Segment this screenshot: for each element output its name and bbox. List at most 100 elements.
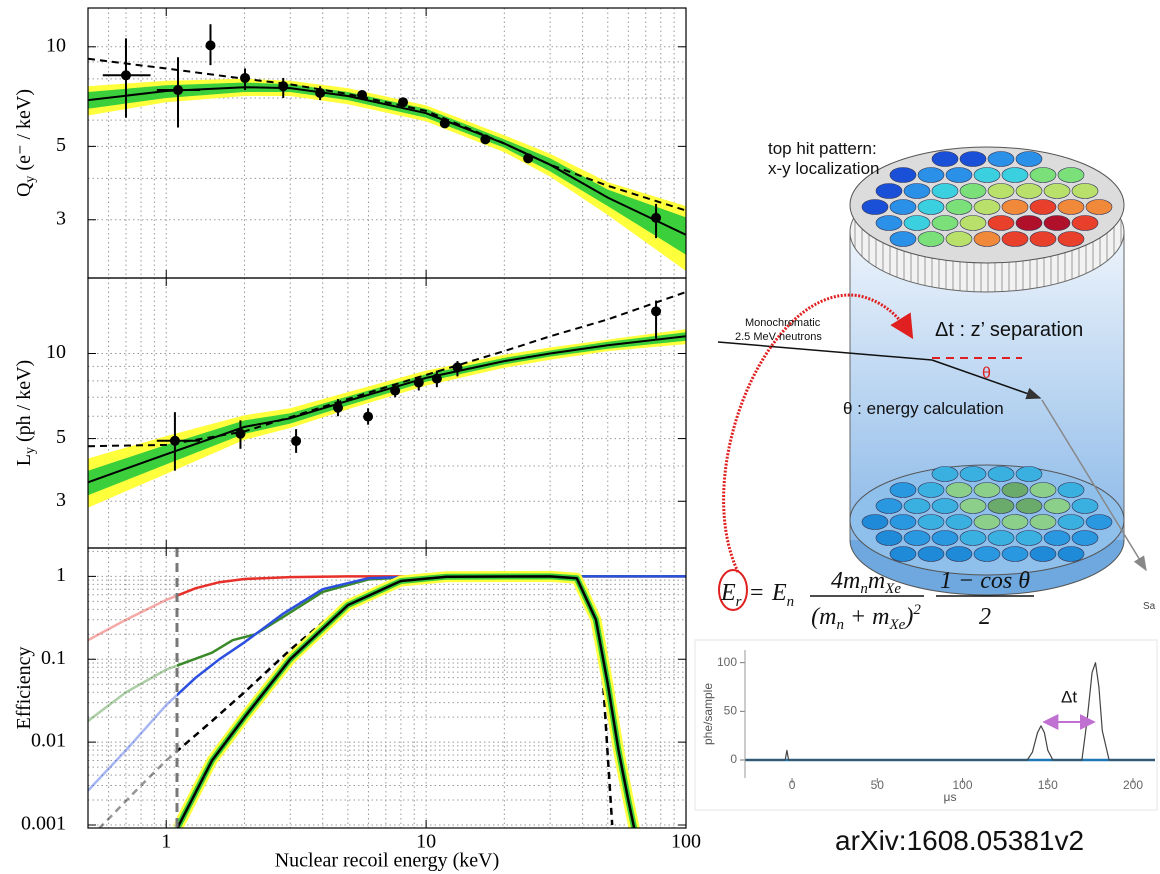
pmt <box>917 482 945 498</box>
pmt <box>1015 466 1043 482</box>
pmt <box>987 530 1015 546</box>
pmt <box>1085 514 1113 530</box>
series-group <box>88 570 686 828</box>
exit-track <box>1041 399 1147 572</box>
footer: arXiv:1608.05381v2 <box>835 825 1084 856</box>
pmt <box>931 530 959 546</box>
y-axis-label: Qy (e⁻ / keV) <box>13 89 39 197</box>
y-tick-label: 0 <box>730 752 737 766</box>
x-tick-label: 100 <box>671 831 701 853</box>
pmt <box>889 482 917 498</box>
plot-frame <box>87 7 687 279</box>
x-tick-label: 10 <box>416 831 436 853</box>
data-point <box>173 85 184 96</box>
pmt <box>1071 530 1099 546</box>
data-point <box>439 118 450 129</box>
pmt <box>1029 482 1057 498</box>
x-tick-label: 150 <box>1038 778 1058 792</box>
pmt <box>1029 514 1057 530</box>
data-point <box>240 72 251 83</box>
highlight-ring <box>718 569 748 611</box>
pmt <box>1057 482 1085 498</box>
pmt <box>973 482 1001 498</box>
pmt <box>889 167 917 183</box>
annotation-label: Δt <box>1061 687 1077 706</box>
x-tick-label: 1 <box>161 831 171 853</box>
data-point <box>315 87 326 98</box>
data-point <box>363 411 374 422</box>
plot-frame <box>87 277 687 549</box>
top-pmts <box>861 151 1113 247</box>
x-tick-label: 200 <box>1123 778 1143 792</box>
pmt <box>1015 183 1043 199</box>
pmt <box>987 466 1015 482</box>
y-tick-label: 0.01 <box>31 730 66 752</box>
pmt <box>875 530 903 546</box>
pmt <box>1043 183 1071 199</box>
bottom-pmts <box>861 466 1113 562</box>
pmt <box>861 199 889 215</box>
band <box>88 332 686 496</box>
pmt <box>1029 167 1057 183</box>
pmt <box>1001 482 1029 498</box>
sub: Xe <box>889 617 906 633</box>
hit-subtitle: x-y localization <box>768 159 880 178</box>
label-sub: y <box>23 447 38 454</box>
sub: r <box>736 594 742 610</box>
pmt <box>931 466 959 482</box>
x-axis-label: μs <box>944 790 957 804</box>
sup: 2 <box>913 602 921 618</box>
pmt <box>1057 199 1085 215</box>
label-sub: y <box>23 176 38 183</box>
hit-title: top hit pattern: <box>768 139 877 158</box>
pmt <box>1029 199 1057 215</box>
label-part: (ph / keV) <box>13 360 35 447</box>
plot-frame <box>87 547 687 829</box>
beam-label: 2.5 MeV neutrons <box>735 331 822 343</box>
label-part: (e⁻ / keV) <box>13 89 35 176</box>
data-point <box>431 373 442 384</box>
pmt <box>1029 546 1057 562</box>
pmt <box>987 151 1015 167</box>
pmt <box>917 199 945 215</box>
x-tick-label: 0 <box>789 778 796 792</box>
data-point <box>120 70 131 81</box>
y-tick-label: 3 <box>56 489 66 511</box>
y-tick-label: 100 <box>717 655 737 669</box>
data-point <box>480 134 491 145</box>
theta-label: θ : energy calculation <box>843 399 1004 418</box>
pmt <box>973 514 1001 530</box>
pmt <box>945 231 973 247</box>
pmt <box>973 231 1001 247</box>
formula-eq: = <box>750 580 764 606</box>
pmt <box>931 151 959 167</box>
y-tick-label: 10 <box>46 34 66 56</box>
pmt <box>945 482 973 498</box>
pmt <box>917 514 945 530</box>
chart: 0 50 100 0 50 100 150 200 phe/sample μs Δt <box>701 650 1155 804</box>
pmt <box>959 498 987 514</box>
pmt <box>1043 530 1071 546</box>
curve <box>88 57 686 212</box>
y-axis-label: phe/sample <box>701 683 715 745</box>
y-axis-label: Efficiency <box>13 647 35 730</box>
pmt <box>1085 199 1113 215</box>
y-tick-label: 5 <box>56 426 66 448</box>
pmt <box>889 231 917 247</box>
data-point <box>398 97 409 108</box>
y-tick-label: 0.001 <box>21 813 66 835</box>
pmt <box>931 215 959 231</box>
y-tick-label: 1 <box>56 564 66 586</box>
data-point <box>291 436 302 447</box>
sym: E <box>771 580 787 606</box>
pmt <box>945 514 973 530</box>
pmt <box>1071 183 1099 199</box>
series-line <box>745 662 1155 761</box>
formula-num1: 4mnmXe <box>831 568 901 597</box>
pmt <box>1057 167 1085 183</box>
pmt <box>1001 199 1029 215</box>
pmt <box>987 215 1015 231</box>
pmt <box>945 167 973 183</box>
plot-area <box>88 291 686 508</box>
